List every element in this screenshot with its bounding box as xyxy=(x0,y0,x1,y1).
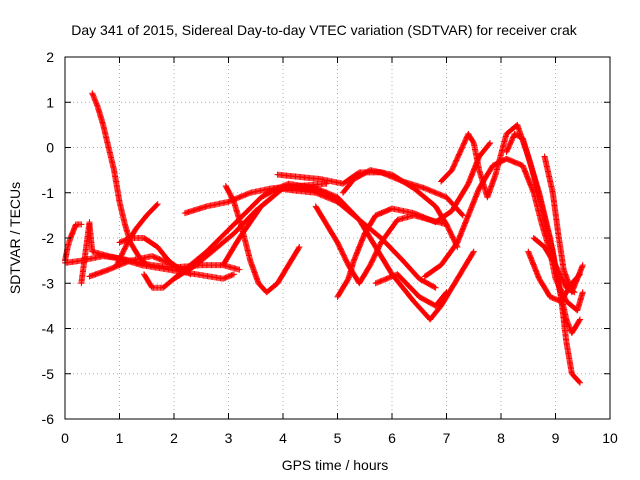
chart-title: Day 341 of 2015, Sidereal Day-to-day VTE… xyxy=(71,22,577,38)
series-track-23 xyxy=(525,248,584,305)
series-trace xyxy=(525,249,583,304)
y-tick-label: 2 xyxy=(46,49,54,65)
y-tick-label: -5 xyxy=(42,366,55,382)
x-tick-label: 7 xyxy=(443,430,451,446)
series-track-11 xyxy=(222,182,303,296)
x-tick-label: 10 xyxy=(602,430,618,446)
x-tick-label: 5 xyxy=(334,430,342,446)
y-tick-label: -3 xyxy=(42,275,55,291)
x-tick-label: 2 xyxy=(170,430,178,446)
y-tick-label: -6 xyxy=(42,411,55,427)
y-tick-label: 1 xyxy=(46,94,54,110)
series-trace xyxy=(503,131,583,385)
axis-ticks: 0 1 2 3 4 5 6 7 8 9 10 -6 -5 -4 -3 -2 -1 0 1 2 xyxy=(42,49,618,446)
series-track-7 xyxy=(113,201,161,269)
series-trace xyxy=(340,167,460,249)
data-points xyxy=(62,90,586,386)
x-tick-label: 8 xyxy=(497,430,505,446)
x-tick-label: 0 xyxy=(61,430,69,446)
series-trace xyxy=(223,184,302,295)
y-axis-label: SDTVAR / TECUs xyxy=(7,182,23,294)
y-tick-label: 0 xyxy=(46,140,54,156)
series-trace xyxy=(78,220,93,285)
x-tick-label: 4 xyxy=(279,430,287,446)
series-trace xyxy=(531,235,577,295)
series-track-2 xyxy=(62,221,85,264)
series-trace xyxy=(89,91,149,268)
series-trace xyxy=(373,271,449,309)
x-tick-label: 9 xyxy=(552,430,560,446)
series-isolated-points xyxy=(78,219,93,287)
series-track-17 xyxy=(339,167,461,251)
series-track-24 xyxy=(530,235,578,296)
y-tick-label: -4 xyxy=(42,321,55,337)
x-axis-label: GPS time / hours xyxy=(282,457,389,473)
x-tick-label: 1 xyxy=(116,430,124,446)
x-tick-label: 6 xyxy=(388,430,396,446)
y-tick-label: -1 xyxy=(42,185,55,201)
x-tick-label: 3 xyxy=(225,430,233,446)
y-tick-label: -2 xyxy=(42,230,55,246)
series-trace xyxy=(335,141,493,299)
series-track-18 xyxy=(372,271,450,309)
series-track-16 xyxy=(334,139,494,300)
series-trace xyxy=(114,202,160,267)
series-track-21 xyxy=(503,130,584,386)
